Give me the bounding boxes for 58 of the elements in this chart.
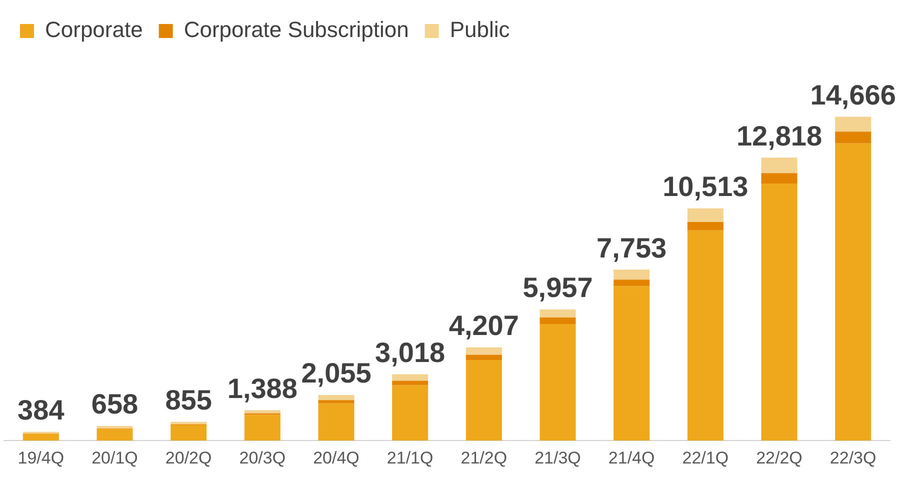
x-tick-label: 20/1Q xyxy=(92,448,138,468)
bar xyxy=(614,270,650,280)
x-tick-label: 20/2Q xyxy=(165,448,212,468)
bar xyxy=(466,354,502,360)
x-tick-label: 22/2Q xyxy=(756,448,802,468)
legend-label: Corporate xyxy=(45,17,143,42)
x-tick-label: 21/1Q xyxy=(386,448,434,468)
bar xyxy=(466,360,502,441)
annotation: 4,207 xyxy=(448,310,519,342)
x-tick-label: 22/1Q xyxy=(682,448,729,468)
bar xyxy=(170,422,207,424)
annotation: 1,388 xyxy=(227,372,298,404)
annotation: 14,666 xyxy=(810,79,896,110)
bar xyxy=(318,403,354,441)
bar xyxy=(687,222,724,230)
bar xyxy=(96,426,133,429)
bar xyxy=(392,374,428,381)
bar xyxy=(318,400,354,404)
x-tick-label: 21/2Q xyxy=(460,448,508,468)
annotation: 2,055 xyxy=(301,358,372,389)
bar xyxy=(22,434,59,441)
bar xyxy=(540,324,576,441)
annotation: 5,957 xyxy=(522,272,593,304)
bar xyxy=(761,183,798,441)
bar xyxy=(761,173,798,184)
x-tick-label: 19/4Q xyxy=(18,448,64,468)
x-tick-label: 20/3Q xyxy=(239,448,286,468)
bar xyxy=(96,428,133,441)
bar xyxy=(170,425,207,441)
annotation: 7,753 xyxy=(596,232,667,264)
x-tick-label: 20/4Q xyxy=(313,448,360,468)
bar xyxy=(687,208,724,222)
bar xyxy=(835,116,872,132)
bar xyxy=(392,380,428,386)
bar xyxy=(318,394,354,400)
annotation: 384 xyxy=(18,394,65,426)
bar xyxy=(244,410,280,414)
x-tick-label: 22/3Q xyxy=(830,448,876,468)
annotation: 3,018 xyxy=(375,336,446,368)
x-tick-label: 21/3Q xyxy=(534,448,581,468)
annotation: 12,818 xyxy=(736,120,822,152)
legend-label: Corporate Subscription xyxy=(184,17,409,42)
annotation: 658 xyxy=(91,388,138,420)
bar xyxy=(614,286,650,441)
bar xyxy=(835,132,872,144)
annotation: 10,513 xyxy=(662,171,748,202)
bar xyxy=(244,414,280,441)
bar xyxy=(614,280,650,286)
legend-label: Public xyxy=(450,17,510,42)
annotation: 855 xyxy=(165,384,212,416)
bar xyxy=(466,347,502,355)
bar xyxy=(540,309,576,318)
x-tick-label: 21/4Q xyxy=(608,448,655,468)
bar xyxy=(761,158,798,174)
bar xyxy=(540,318,576,324)
bar xyxy=(835,143,872,441)
bar xyxy=(392,385,428,441)
bar xyxy=(687,230,724,441)
